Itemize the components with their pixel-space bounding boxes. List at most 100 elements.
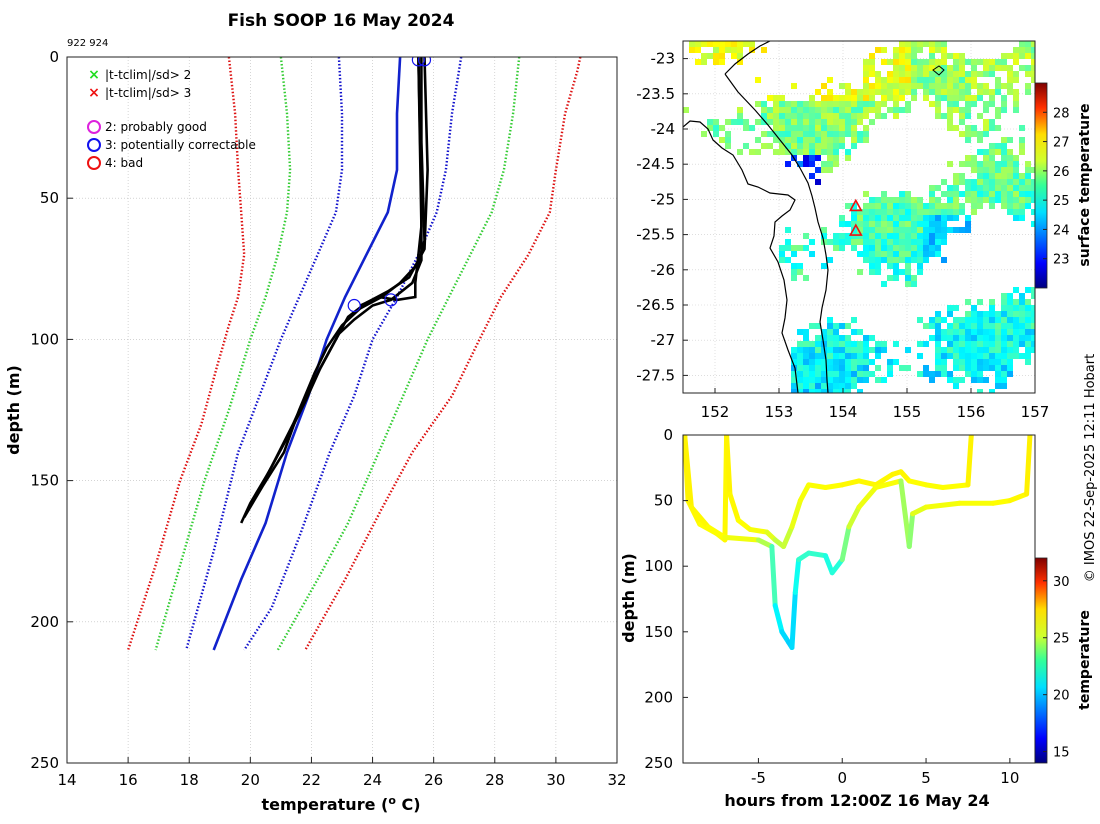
sst-cell	[905, 263, 911, 269]
sst-cell	[1001, 137, 1007, 143]
island-outline	[932, 65, 945, 76]
sst-cell	[821, 389, 827, 393]
lon-tick-label: 157	[1021, 403, 1050, 421]
sst-cell	[803, 347, 809, 353]
sst-cell	[827, 89, 833, 95]
sst-cell	[947, 71, 953, 77]
sst-cell	[761, 119, 767, 125]
sst-cell	[1031, 179, 1035, 185]
sst-cell	[905, 221, 911, 227]
td-y-tick-label: 250	[644, 754, 673, 772]
sst-cell	[899, 59, 905, 65]
sst-cell	[887, 197, 893, 203]
sst-cell	[995, 191, 1001, 197]
sst-cell	[1013, 95, 1019, 101]
lon-tick-label: 155	[893, 403, 922, 421]
sst-cell	[1013, 185, 1019, 191]
sst-cell	[1001, 149, 1007, 155]
sst-cell	[941, 83, 947, 89]
sst-cell	[941, 317, 947, 323]
sst-cell	[977, 113, 983, 119]
lat-tick-label: -26	[651, 261, 676, 279]
sst-cell	[839, 143, 845, 149]
sst-cell	[911, 239, 917, 245]
sst-cell	[779, 245, 785, 251]
sst-cell	[905, 47, 911, 53]
sst-cell	[899, 245, 905, 251]
sst-cell	[821, 125, 827, 131]
sst-cell	[869, 371, 875, 377]
sst-cell	[857, 101, 863, 107]
sst-cell	[1007, 335, 1013, 341]
sst-cell	[953, 347, 959, 353]
sst-cell	[803, 341, 809, 347]
sst-cell	[953, 107, 959, 113]
sst-cell	[965, 353, 971, 359]
sst-cell	[893, 359, 899, 365]
sst-cell	[1025, 347, 1031, 353]
sst-cell	[983, 335, 989, 341]
sst-cell	[725, 137, 731, 143]
sst-cell	[953, 323, 959, 329]
sst-cell	[1031, 185, 1035, 191]
sst-cell	[977, 335, 983, 341]
sst-cell	[989, 119, 995, 125]
sst-cell	[881, 209, 887, 215]
sst-cell	[785, 239, 791, 245]
sst-cell	[869, 221, 875, 227]
sst-cell	[797, 161, 803, 167]
sst-cell	[833, 161, 839, 167]
sst-cell	[929, 203, 935, 209]
sst-cell	[959, 95, 965, 101]
sst-cell	[893, 233, 899, 239]
sst-cell	[809, 137, 815, 143]
td-track-segment	[781, 524, 795, 550]
sst-cell	[989, 311, 995, 317]
sst-cell	[989, 71, 995, 77]
sst-cell	[929, 77, 935, 83]
legend-marker-circle-red	[87, 156, 101, 170]
sst-cell	[767, 95, 773, 101]
sst-cell	[935, 311, 941, 317]
sst-cell	[869, 251, 875, 257]
td-track-segment	[688, 504, 711, 530]
sst-cell	[965, 161, 971, 167]
sst-cell	[959, 173, 965, 179]
sst-cell	[701, 131, 707, 137]
sst-cell	[941, 335, 947, 341]
sst-cell	[1013, 101, 1019, 107]
sst-cell	[965, 299, 971, 305]
sst-cell	[713, 131, 719, 137]
sst-cell	[1031, 191, 1035, 197]
sst-cell	[815, 113, 821, 119]
sst-cell	[1007, 209, 1013, 215]
sst-cell	[791, 275, 797, 281]
sst-cell	[803, 329, 809, 335]
sst-cell	[941, 257, 947, 263]
sst-cell	[983, 377, 989, 383]
sst-cell	[977, 59, 983, 65]
sst-cell	[995, 347, 1001, 353]
sst-cell	[785, 131, 791, 137]
sst-cell	[809, 359, 815, 365]
sst-cell	[863, 371, 869, 377]
sst-cell	[767, 107, 773, 113]
sst-cell	[1025, 353, 1031, 359]
sst-cell	[815, 323, 821, 329]
sst-cell	[917, 269, 923, 275]
sst-cell	[779, 143, 785, 149]
profile-series-line	[185, 57, 344, 651]
sst-cell	[971, 95, 977, 101]
sst-cell	[983, 101, 989, 107]
sst-cell	[947, 305, 953, 311]
sst-cell	[887, 245, 893, 251]
td-track-segment	[873, 478, 904, 490]
sst-cell	[941, 179, 947, 185]
sst-cell	[1007, 137, 1013, 143]
sst-cell	[965, 329, 971, 335]
sst-cell	[935, 233, 941, 239]
sst-cell	[701, 41, 707, 47]
legend-label: 2: probably good	[105, 120, 207, 134]
sst-cell	[875, 101, 881, 107]
